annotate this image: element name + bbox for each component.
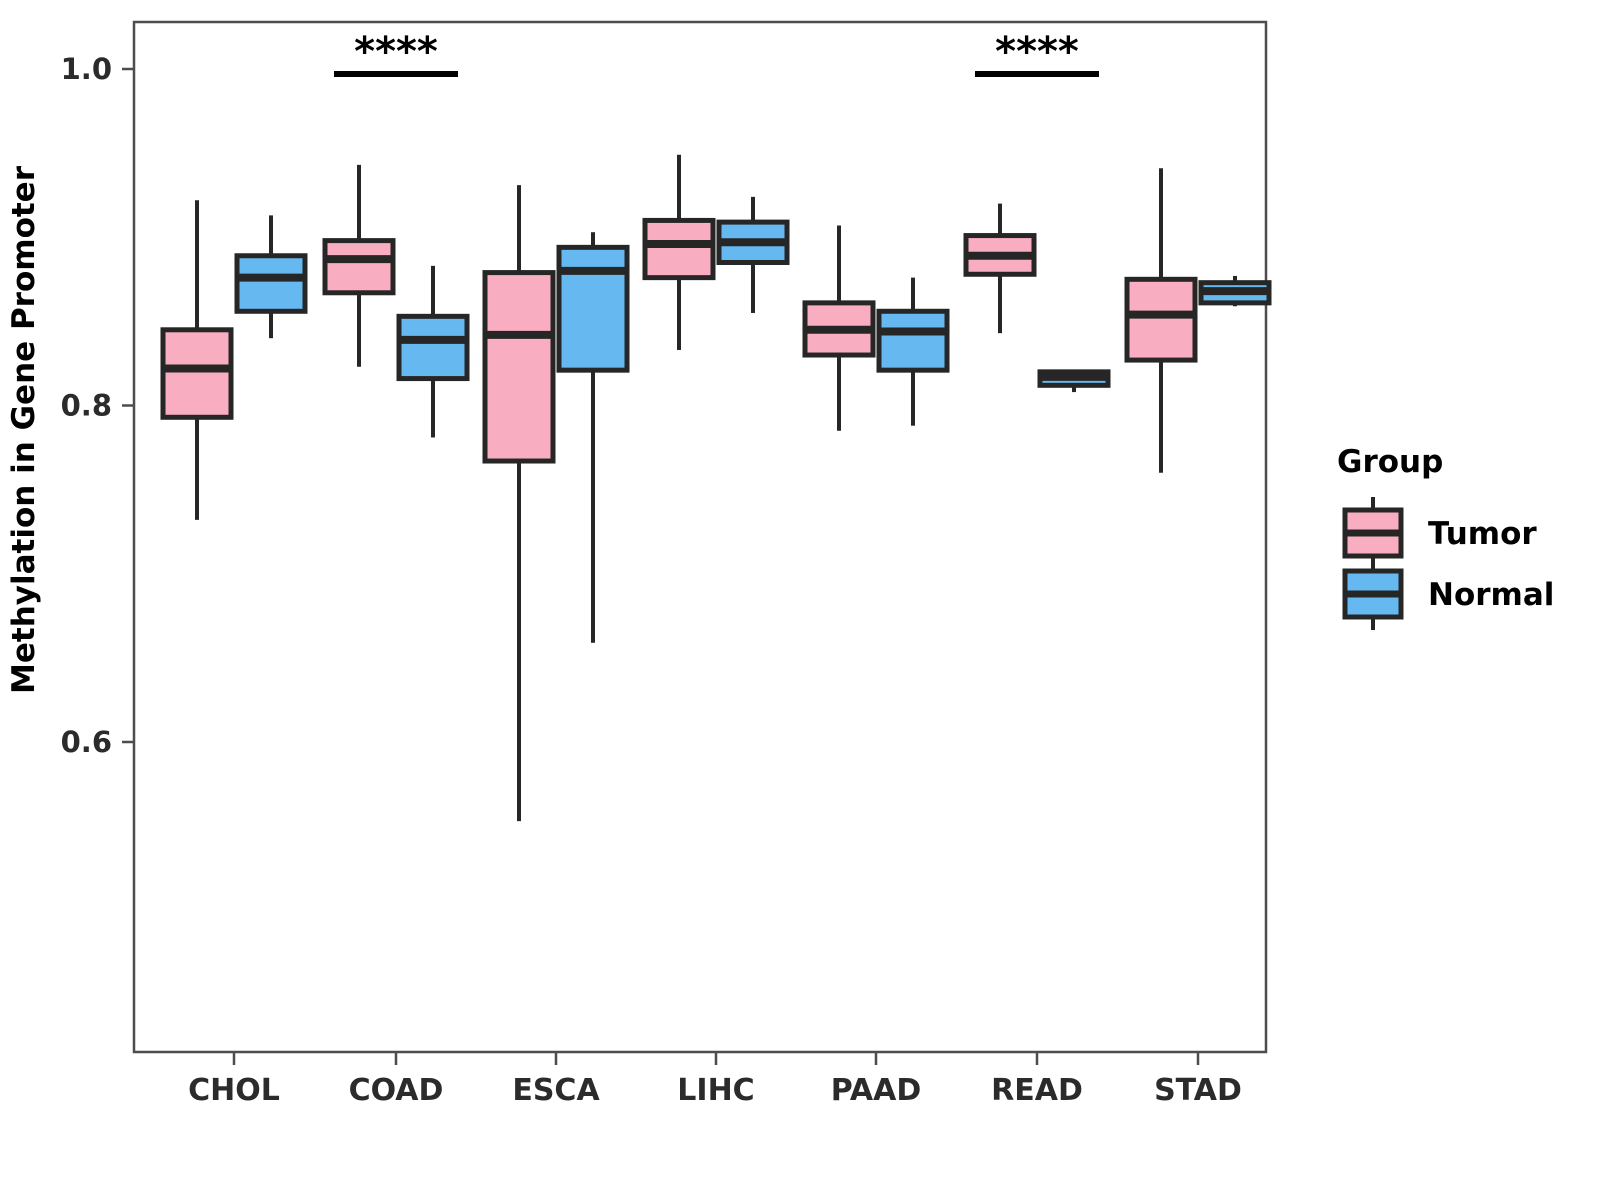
legend: Group Tumor Normal [1337, 444, 1554, 630]
box-paad-normal [876, 277, 950, 426]
box-rect [396, 313, 470, 382]
box-series-group [160, 154, 1272, 822]
box-read-tumor [963, 203, 1037, 334]
box-rect [482, 270, 556, 464]
box-coad-tumor [322, 164, 396, 367]
box-chol-tumor [160, 200, 234, 520]
significance-label: **** [995, 29, 1079, 75]
x-tick-label-stad: STAD [1154, 1073, 1242, 1108]
box-coad-normal [396, 265, 470, 438]
box-rect [1124, 276, 1198, 363]
box-rect [642, 217, 716, 281]
x-tick-label-paad: PAAD [831, 1073, 922, 1108]
significance-annotations: **** **** [334, 29, 1099, 78]
legend-item-normal[interactable]: Normal [1342, 558, 1554, 630]
box-stad-tumor [1124, 168, 1198, 473]
x-tick-label-coad: COAD [349, 1073, 444, 1108]
y-tick-label: 0.6 [61, 725, 112, 759]
box-read-normal [1037, 369, 1111, 393]
x-axis: CHOL COAD ESCA LIHC PAAD READ STAD [188, 1052, 1242, 1108]
legend-label: Tumor [1428, 516, 1537, 552]
box-paad-tumor [802, 225, 876, 431]
y-tick-label: 1.0 [61, 52, 112, 86]
legend-label: Normal [1428, 577, 1554, 613]
x-tick-label-chol: CHOL [188, 1073, 280, 1108]
x-tick-label-read: READ [991, 1073, 1083, 1108]
x-tick-label-esca: ESCA [512, 1073, 600, 1108]
box-lihc-normal [716, 196, 790, 313]
legend-title: Group [1337, 444, 1443, 480]
y-axis: 0.6 0.8 1.0 [61, 52, 134, 759]
box-esca-tumor [482, 185, 556, 822]
box-rect [556, 244, 630, 373]
significance-label: **** [354, 29, 438, 75]
y-axis-title: Methylation in Gene Promoter [6, 165, 42, 694]
box-rect [876, 308, 950, 373]
box-stad-normal [1198, 275, 1272, 307]
box-lihc-tumor [642, 154, 716, 350]
box-rect [322, 238, 396, 296]
x-tick-label-lihc: LIHC [677, 1073, 754, 1108]
box-rect [160, 327, 234, 420]
box-esca-normal [556, 232, 630, 643]
box-rect [234, 253, 308, 314]
panel-frame [132, 20, 1268, 1054]
legend-item-tumor[interactable]: Tumor [1342, 497, 1537, 569]
box-chol-normal [234, 215, 308, 339]
panel-border [132, 20, 1268, 1054]
y-tick-label: 0.8 [61, 389, 112, 423]
